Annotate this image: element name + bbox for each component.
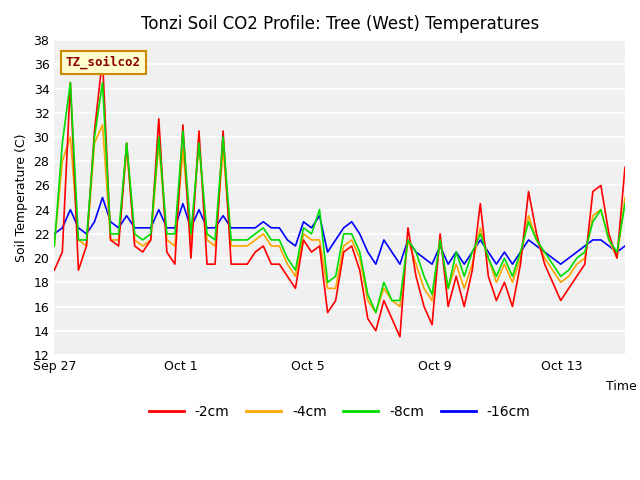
Y-axis label: Soil Temperature (C): Soil Temperature (C) <box>15 133 28 262</box>
X-axis label: Time: Time <box>605 380 636 393</box>
Text: TZ_soilco2: TZ_soilco2 <box>66 56 141 69</box>
Legend: -2cm, -4cm, -8cm, -16cm: -2cm, -4cm, -8cm, -16cm <box>143 400 536 425</box>
Title: Tonzi Soil CO2 Profile: Tree (West) Temperatures: Tonzi Soil CO2 Profile: Tree (West) Temp… <box>141 15 539 33</box>
